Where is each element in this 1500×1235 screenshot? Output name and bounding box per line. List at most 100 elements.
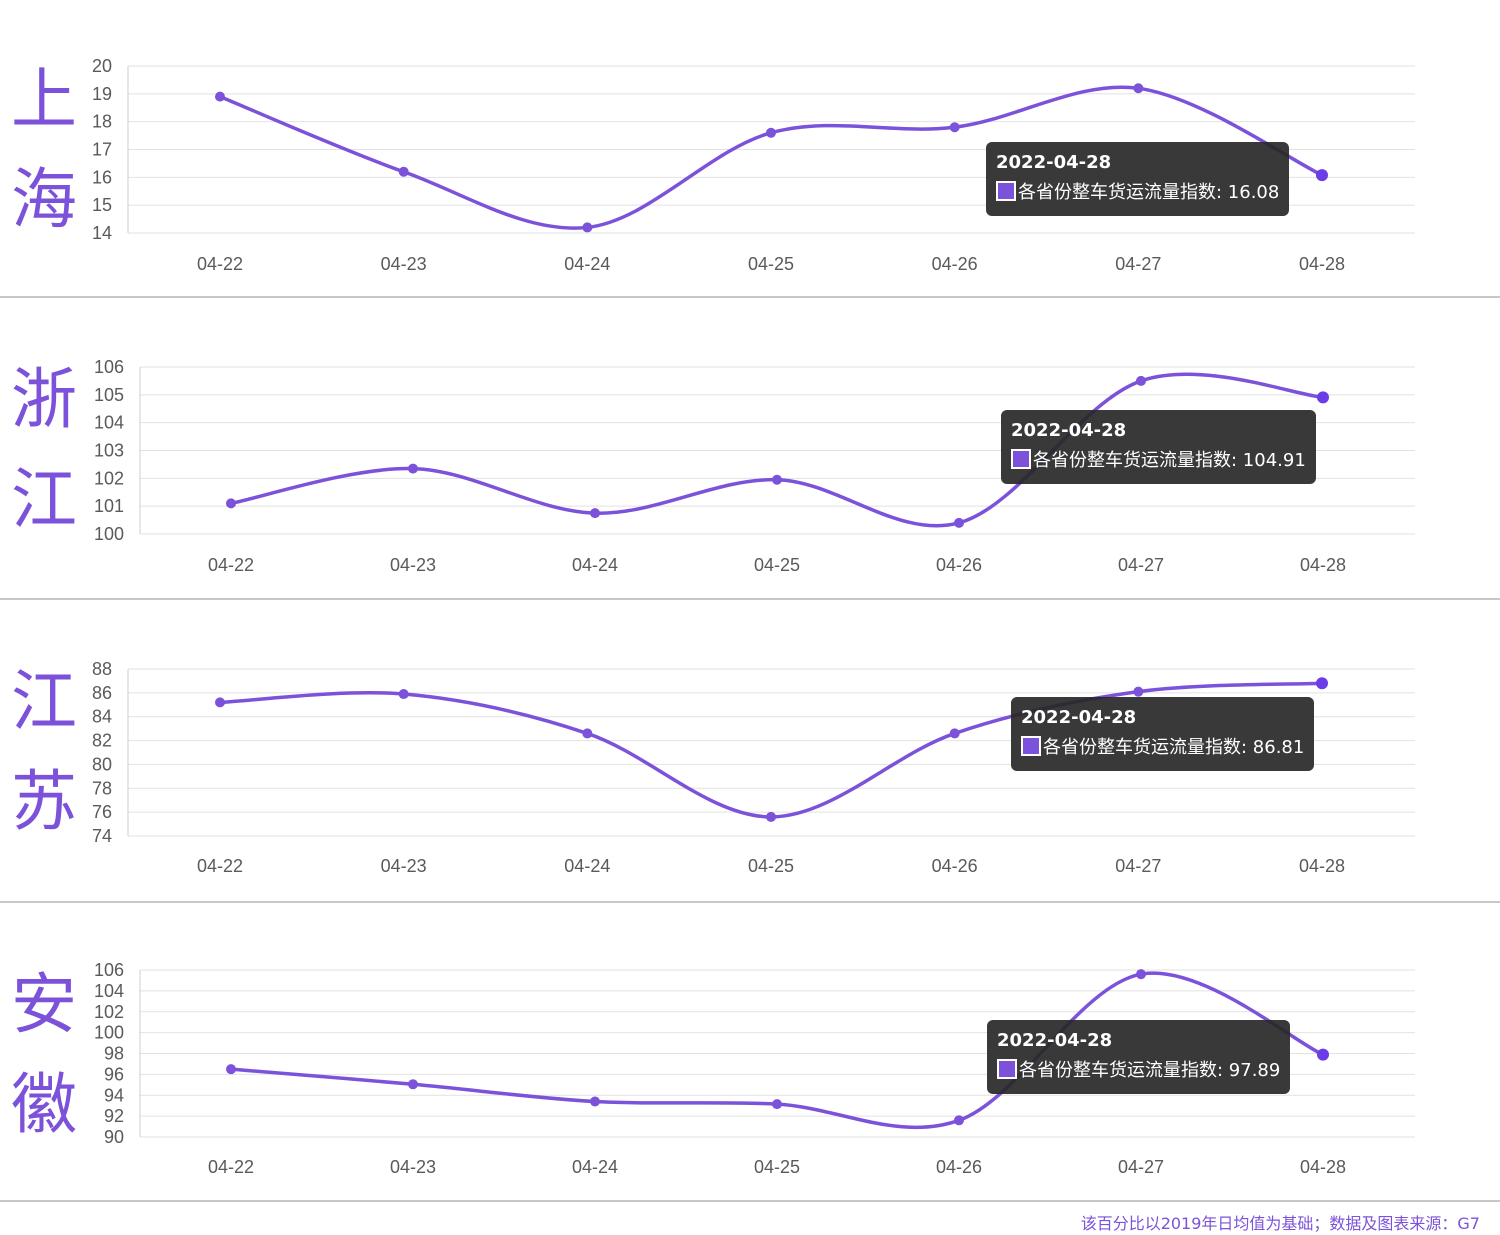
data-point[interactable] [590, 508, 600, 519]
series-swatch [1011, 449, 1031, 469]
x-tick-label: 04-23 [390, 1157, 436, 1177]
x-tick-label: 04-25 [754, 1157, 800, 1177]
tooltip-date: 2022-04-28 [996, 152, 1112, 173]
data-point[interactable] [766, 127, 776, 138]
province-char: 海 [11, 161, 77, 238]
data-point[interactable] [954, 517, 964, 528]
province-char: 上 [11, 61, 77, 138]
data-point[interactable] [1317, 1048, 1329, 1061]
data-point[interactable] [582, 728, 593, 739]
source-note: 该百分比以2019年日均值为基础；数据及图表来源：G7 [1080, 1214, 1480, 1233]
x-tick-label: 04-22 [208, 555, 254, 575]
data-point[interactable] [398, 166, 409, 177]
tooltip-row: 各省份整车货运流量指数: 104.91 [1011, 446, 1306, 476]
data-point[interactable] [954, 1115, 964, 1126]
y-tick-label: 100 [94, 524, 124, 544]
tooltip-date: 2022-04-28 [997, 1030, 1113, 1051]
line-chart-svg: 106 105 104 103 102 101 100 04-22 04-23 04-24 04-2… [94, 357, 1415, 575]
y-tick-label: 18 [92, 112, 112, 132]
tooltip-text: 各省份整车货运流量指数: 16.08 [1018, 182, 1280, 203]
series-swatch [1021, 736, 1041, 756]
data-point[interactable] [1317, 391, 1329, 404]
y-tick-label: 86 [92, 683, 112, 703]
y-tick-label: 94 [104, 1085, 124, 1105]
y-tick-label: 104 [94, 413, 124, 433]
province-label: 江 苏 [8, 652, 80, 852]
data-point[interactable] [408, 1079, 418, 1090]
y-tick-label: 96 [104, 1064, 124, 1084]
data-point[interactable] [582, 222, 593, 233]
y-tick-label: 102 [94, 468, 124, 488]
chart-panel-zhejiang: 浙 江 106 105 104 103 102 101 100 04-22 04-23 04-24… [0, 300, 1500, 600]
y-tick-label: 78 [92, 778, 112, 798]
province-char: 江 [11, 461, 77, 538]
y-tick-label: 20 [92, 56, 112, 76]
y-tick-label: 15 [92, 195, 112, 215]
panel-divider [0, 598, 1500, 600]
y-tick-label: 84 [92, 707, 112, 727]
data-point[interactable] [226, 498, 236, 509]
data-point[interactable] [408, 463, 418, 474]
chart-tooltip: 2022-04-28 各省份整车货运流量指数: 97.89 [987, 1020, 1291, 1094]
x-tick-label: 04-28 [1299, 856, 1345, 876]
y-tick-label: 17 [92, 140, 112, 160]
y-tick-label: 105 [94, 385, 124, 405]
tooltip-date: 2022-04-28 [1021, 707, 1137, 728]
y-tick-label: 106 [94, 357, 124, 377]
data-point[interactable] [1316, 169, 1328, 182]
province-label: 安 徽 [8, 955, 80, 1155]
province-char: 苏 [11, 763, 77, 840]
panel-divider [0, 1200, 1500, 1202]
data-point[interactable] [398, 689, 409, 700]
x-tick-label: 04-24 [564, 254, 610, 274]
data-point[interactable] [215, 91, 225, 102]
chart-tooltip: 2022-04-28 各省份整车货运流量指数: 86.81 [1011, 697, 1315, 771]
data-point[interactable] [1136, 375, 1146, 386]
tooltip-text: 各省份整车货运流量指数: 97.89 [1019, 1060, 1281, 1081]
tooltip-text: 各省份整车货运流量指数: 86.81 [1043, 737, 1305, 758]
data-point[interactable] [766, 811, 776, 822]
x-tick-label: 04-27 [1115, 254, 1161, 274]
data-point[interactable] [949, 728, 960, 739]
data-point[interactable] [772, 474, 782, 485]
y-tick-label: 14 [92, 223, 112, 243]
tooltip-text: 各省份整车货运流量指数: 104.91 [1033, 450, 1306, 471]
panel-divider [0, 296, 1500, 298]
x-tick-label: 04-24 [572, 555, 618, 575]
x-tick-label: 04-25 [754, 555, 800, 575]
x-tick-label: 04-22 [208, 1157, 254, 1177]
tooltip-row: 各省份整车货运流量指数: 97.89 [997, 1056, 1280, 1086]
x-tick-label: 04-23 [381, 856, 427, 876]
x-tick-label: 04-26 [936, 1157, 982, 1177]
province-char: 安 [11, 966, 77, 1043]
data-point[interactable] [949, 122, 960, 133]
y-tick-label: 98 [104, 1044, 124, 1064]
y-tick-label: 102 [94, 1002, 124, 1022]
x-tick-label: 04-24 [572, 1157, 618, 1177]
chart-panel-anhui: 安 徽 106 104 102 100 98 96 94 92 90 04-22 04-23 04-2… [0, 903, 1500, 1203]
x-tick-label: 04-25 [748, 254, 794, 274]
data-point[interactable] [1133, 83, 1144, 94]
x-tick-label: 04-23 [381, 254, 427, 274]
tooltip-row: 各省份整车货运流量指数: 16.08 [996, 178, 1279, 208]
x-tick-label: 04-28 [1300, 555, 1346, 575]
data-point[interactable] [772, 1099, 782, 1110]
y-tick-label: 92 [104, 1106, 124, 1126]
province-label: 浙 江 [8, 350, 80, 550]
province-char: 浙 [11, 361, 77, 438]
x-tick-label: 04-28 [1300, 1157, 1346, 1177]
data-point[interactable] [226, 1064, 236, 1075]
data-point[interactable] [590, 1096, 600, 1107]
data-point[interactable] [1136, 969, 1146, 980]
series-swatch [997, 1059, 1017, 1079]
province-char: 徽 [11, 1066, 77, 1143]
chart-panel-shanghai: 上 海 20 19 18 17 16 15 14 04-22 04-23 04-24 04-25 04… [0, 0, 1500, 300]
x-tick-label: 04-26 [932, 856, 978, 876]
y-tick-label: 74 [92, 826, 112, 846]
x-tick-label: 04-26 [936, 555, 982, 575]
x-tick-label: 04-24 [564, 856, 610, 876]
data-point[interactable] [215, 697, 225, 708]
data-point[interactable] [1316, 677, 1328, 690]
data-point[interactable] [1133, 686, 1144, 697]
